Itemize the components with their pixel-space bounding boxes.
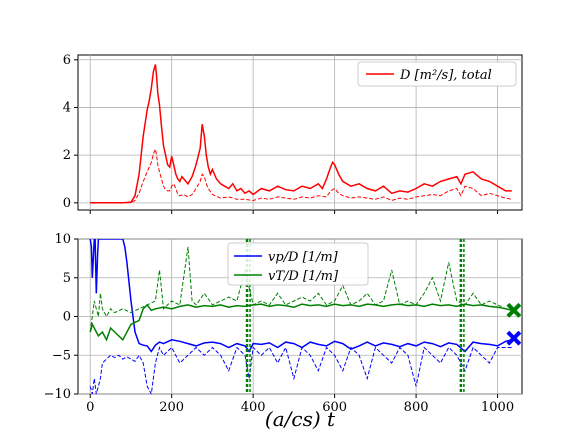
bottom-end-markers <box>506 302 522 346</box>
top-series-lines <box>90 64 512 204</box>
y-tick-label: −10 <box>44 387 71 402</box>
x-tick-label: 600 <box>322 400 347 415</box>
series-line-solid <box>90 64 512 204</box>
y-tick-label: 5 <box>63 271 71 286</box>
end-marker-cross <box>506 330 522 346</box>
bottom-legend-label-vp: vp/D [1/m] <box>268 250 339 265</box>
y-tick-label: 2 <box>63 148 71 163</box>
top-legend: D [m²/s], total <box>357 61 517 87</box>
bottom-legend: vp/D [1/m] vT/D [1/m] <box>227 242 369 286</box>
series-line-dashed <box>89 346 512 394</box>
x-tick-label: 200 <box>159 400 184 415</box>
top-legend-label: D [m²/s], total <box>399 68 492 83</box>
y-tick-label: 4 <box>63 100 71 115</box>
y-tick-label: 6 <box>63 53 71 68</box>
top-legend-box <box>357 61 517 87</box>
end-marker-cross <box>506 302 522 318</box>
top-ticks: 0 2 4 6 <box>63 53 499 214</box>
x-axis-label: (a/cs) t <box>265 407 336 431</box>
bottom-panel: 0 200 400 600 800 1000 −10 −5 0 5 10 vp/D [1/m] vT… <box>44 232 523 415</box>
top-panel: 0 2 4 6 D [m²/s], total <box>63 53 523 214</box>
bottom-ticks: 0 200 400 600 800 1000 −10 −5 0 5 10 <box>44 232 515 415</box>
x-tick-label: 400 <box>241 400 266 415</box>
series-line-dashed <box>89 246 512 333</box>
y-tick-label: −5 <box>52 348 71 363</box>
bottom-legend-box <box>227 242 369 286</box>
series-line-solid <box>89 303 512 342</box>
series-line-dashed <box>90 147 512 204</box>
x-tick-label: 800 <box>404 400 429 415</box>
x-tick-label: 0 <box>86 400 94 415</box>
y-tick-label: 0 <box>63 310 71 325</box>
bottom-series-lines <box>89 239 512 394</box>
series-line-solid <box>89 239 512 353</box>
y-tick-label: 0 <box>63 196 71 211</box>
top-grid <box>78 55 522 210</box>
y-tick-label: 10 <box>54 232 71 247</box>
bottom-legend-label-vT: vT/D [1/m] <box>268 269 339 284</box>
x-tick-label: 1000 <box>481 400 514 415</box>
